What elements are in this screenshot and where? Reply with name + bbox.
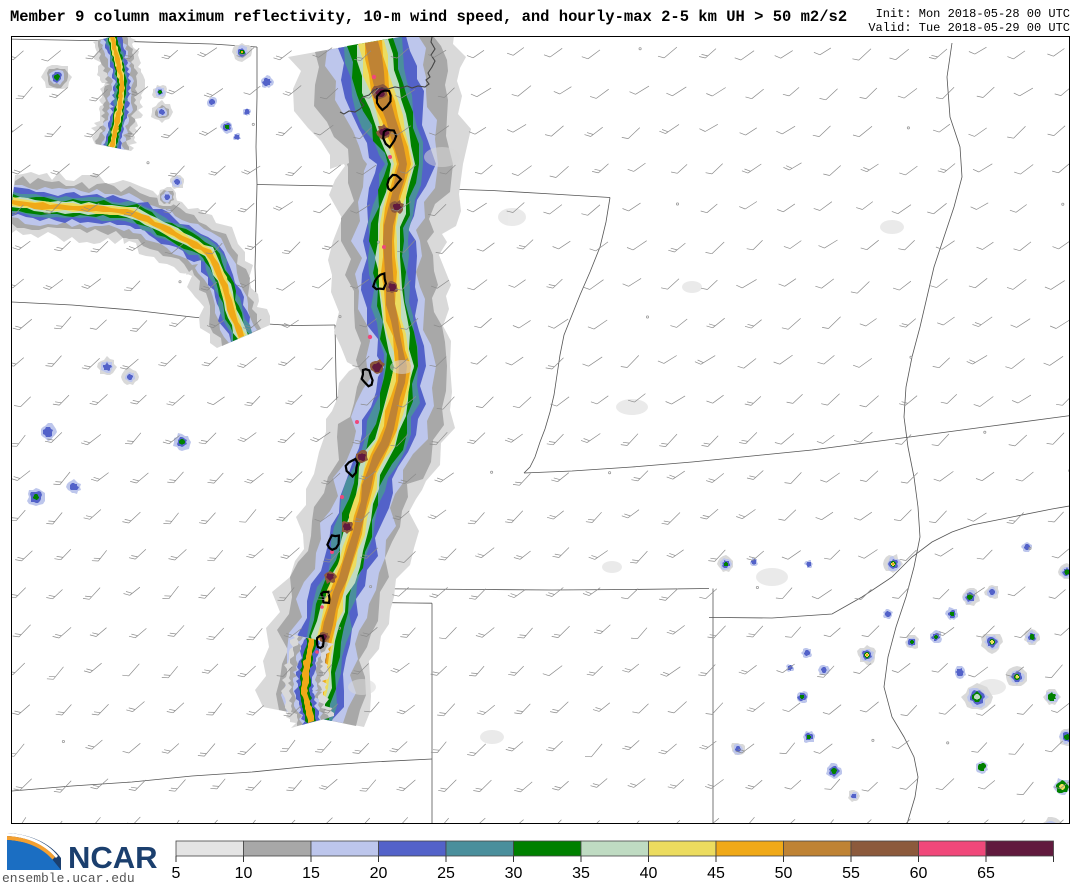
svg-text:30: 30 <box>505 865 523 882</box>
svg-text:55: 55 <box>842 865 860 882</box>
svg-text:60: 60 <box>910 865 928 882</box>
svg-text:45: 45 <box>707 865 725 882</box>
svg-text:25: 25 <box>437 865 455 882</box>
svg-text:35: 35 <box>572 865 590 882</box>
svg-text:15: 15 <box>302 865 320 882</box>
svg-text:65: 65 <box>977 865 995 882</box>
svg-text:40: 40 <box>640 865 658 882</box>
svg-text:5: 5 <box>172 865 181 882</box>
svg-text:ensemble.ucar.edu: ensemble.ucar.edu <box>2 871 135 886</box>
svg-text:20: 20 <box>370 865 388 882</box>
svg-text:10: 10 <box>235 865 253 882</box>
svg-text:50: 50 <box>775 865 793 882</box>
svg-text:NCAR: NCAR <box>68 840 158 875</box>
